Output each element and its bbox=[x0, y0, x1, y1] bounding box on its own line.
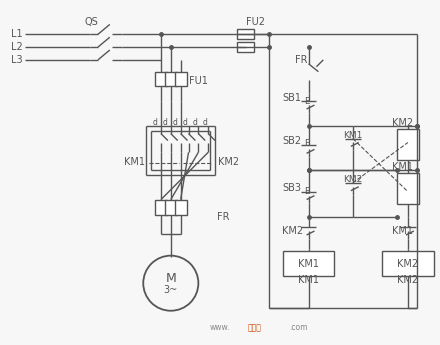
Text: www.: www. bbox=[210, 323, 230, 332]
Bar bbox=[382, 251, 433, 276]
Text: E: E bbox=[304, 97, 309, 106]
Text: d: d bbox=[163, 118, 168, 127]
Bar bbox=[237, 42, 254, 52]
Text: 3~: 3~ bbox=[164, 285, 178, 295]
Bar bbox=[397, 129, 419, 160]
Bar bbox=[397, 173, 419, 205]
Text: d: d bbox=[173, 118, 178, 127]
Text: FU1: FU1 bbox=[188, 77, 207, 87]
Text: FR: FR bbox=[295, 55, 307, 65]
Text: KM2: KM2 bbox=[343, 175, 362, 184]
Text: FU2: FU2 bbox=[246, 18, 264, 28]
Text: L3: L3 bbox=[11, 55, 23, 65]
Text: L1: L1 bbox=[11, 29, 23, 39]
Text: 接线图: 接线图 bbox=[247, 323, 261, 332]
Text: KM1: KM1 bbox=[298, 275, 319, 285]
Text: KM1: KM1 bbox=[392, 162, 413, 172]
Bar bbox=[165, 72, 177, 86]
Bar bbox=[155, 72, 167, 86]
Text: KM2: KM2 bbox=[218, 157, 239, 167]
Text: d: d bbox=[202, 118, 207, 127]
Text: L2: L2 bbox=[11, 42, 23, 52]
Text: FR: FR bbox=[217, 212, 230, 222]
Text: KM1: KM1 bbox=[298, 258, 319, 268]
Bar bbox=[165, 199, 177, 215]
Text: d: d bbox=[192, 118, 197, 127]
Bar bbox=[283, 251, 334, 276]
Text: d: d bbox=[153, 118, 158, 127]
Text: .com: .com bbox=[290, 323, 308, 332]
Bar bbox=[155, 199, 167, 215]
Text: KM2: KM2 bbox=[392, 118, 413, 128]
Text: SB3: SB3 bbox=[282, 183, 301, 193]
Bar bbox=[175, 72, 187, 86]
Bar bbox=[237, 29, 254, 39]
Text: d: d bbox=[183, 118, 187, 127]
Text: SB1: SB1 bbox=[282, 93, 301, 103]
Text: KM1: KM1 bbox=[124, 157, 145, 167]
Text: E: E bbox=[304, 139, 309, 148]
Text: SB2: SB2 bbox=[282, 136, 301, 146]
Text: E: E bbox=[304, 187, 309, 196]
Text: KM2: KM2 bbox=[397, 275, 418, 285]
Text: KM2: KM2 bbox=[282, 226, 303, 236]
Text: QS: QS bbox=[84, 18, 98, 28]
Bar bbox=[175, 199, 187, 215]
Text: KM1: KM1 bbox=[343, 131, 363, 140]
Text: KM2: KM2 bbox=[397, 258, 418, 268]
Text: KM1: KM1 bbox=[392, 226, 413, 236]
Text: M: M bbox=[165, 272, 176, 285]
